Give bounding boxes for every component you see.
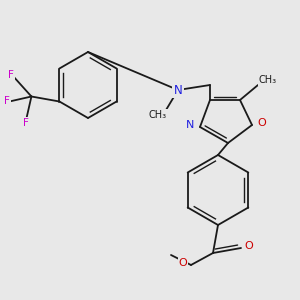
- Text: N: N: [174, 83, 182, 97]
- Text: F: F: [4, 97, 10, 106]
- Text: O: O: [178, 258, 188, 268]
- Text: N: N: [186, 120, 194, 130]
- Text: O: O: [258, 118, 266, 128]
- Text: F: F: [8, 70, 14, 80]
- Text: CH₃: CH₃: [259, 75, 277, 85]
- Text: F: F: [23, 118, 29, 128]
- Text: O: O: [244, 241, 253, 251]
- Text: CH₃: CH₃: [149, 110, 167, 120]
